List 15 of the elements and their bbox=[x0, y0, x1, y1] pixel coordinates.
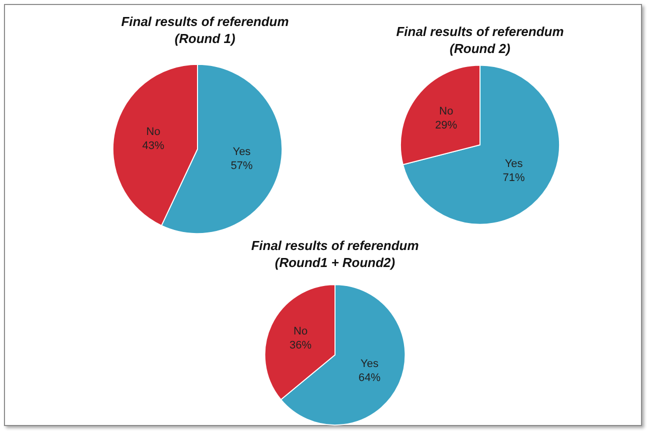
chart-title: Final results of referendum (Round1 + Round2) bbox=[251, 238, 420, 270]
data-label: 43% bbox=[142, 140, 165, 152]
slice-label: Yes bbox=[232, 146, 252, 158]
data-label: 57% bbox=[230, 160, 253, 172]
chart-title: Final results of referendum (Round 1) bbox=[121, 14, 290, 46]
slice-label: No bbox=[293, 326, 308, 338]
data-label: 71% bbox=[502, 172, 526, 184]
slice-label: Yes bbox=[360, 358, 379, 370]
slice-label: No bbox=[146, 126, 160, 138]
data-label: 64% bbox=[358, 372, 381, 384]
slice-label: No bbox=[439, 106, 454, 118]
chart-title: Final results of referendum (Round 2) bbox=[396, 24, 564, 56]
slice-label: Yes bbox=[504, 158, 524, 170]
data-label: 29% bbox=[435, 120, 458, 132]
data-label: 36% bbox=[290, 340, 312, 352]
